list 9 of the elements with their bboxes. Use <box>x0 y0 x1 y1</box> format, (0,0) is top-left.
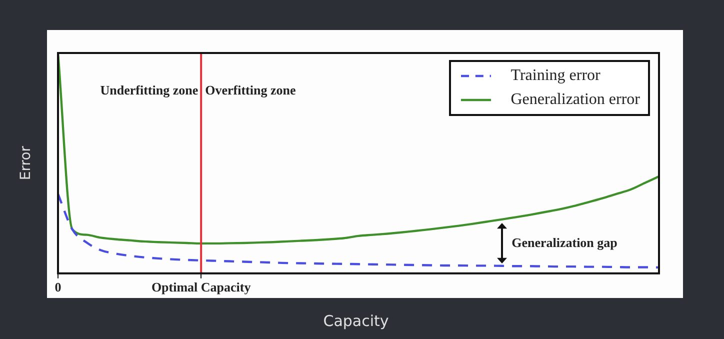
x-tick-label: 0 <box>54 280 62 295</box>
x-axis-title: Capacity <box>323 312 389 330</box>
annotation: Generalization gap <box>512 235 618 250</box>
annotation: Underfitting zone <box>100 82 198 98</box>
x-tick-label: Optimal Capacity <box>151 280 252 295</box>
legend-label: Training error <box>510 66 600 86</box>
legend-label: Generalization error <box>510 90 640 110</box>
annotation: Overfitting zone <box>205 82 296 98</box>
y-axis-title: Error <box>18 146 34 180</box>
